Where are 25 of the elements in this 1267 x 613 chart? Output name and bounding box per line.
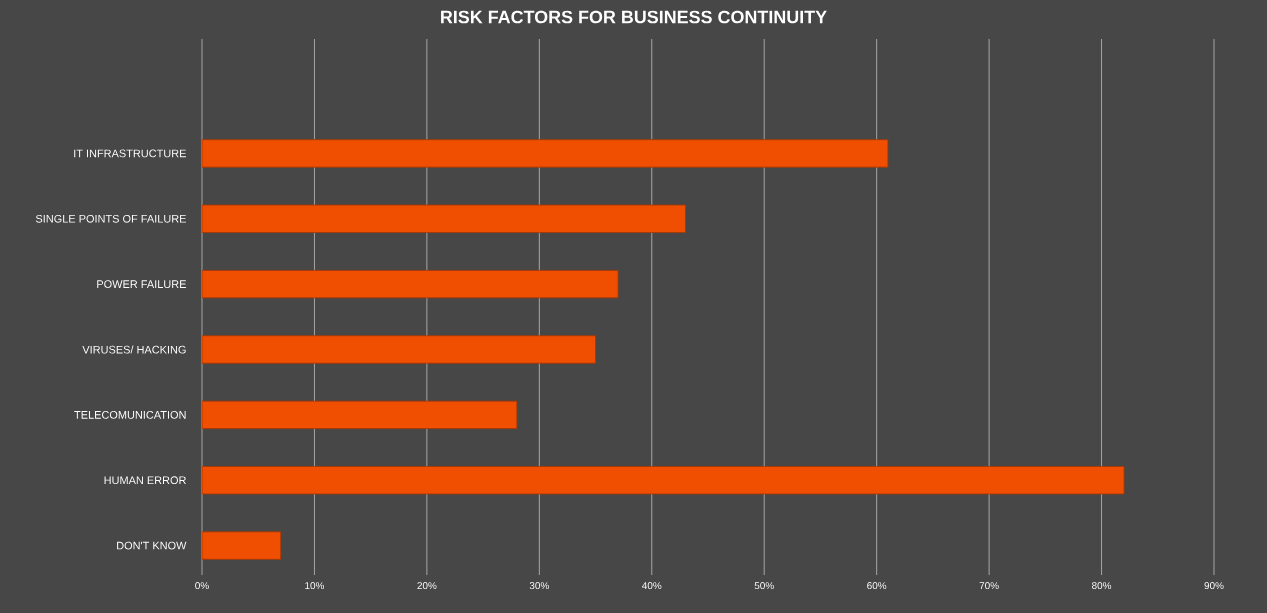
bar	[202, 531, 282, 560]
y-tick-label: DON'T KNOW	[117, 541, 187, 550]
x-tick-label: 0%	[195, 582, 209, 590]
y-tick-label: HUMAN ERROR	[104, 476, 186, 485]
x-tick-label: 10%	[305, 582, 325, 590]
x-tick-label: 50%	[754, 582, 774, 590]
y-tick-label: IT INFRASTRUCTURE	[74, 149, 186, 158]
chart-title: RISK FACTORS FOR BUSINESS CONTINUITY	[441, 10, 827, 24]
x-tick-label: 90%	[1204, 582, 1224, 590]
x-tick-label: 30%	[529, 582, 549, 590]
x-tick-label: 80%	[1092, 582, 1112, 590]
y-tick-label: POWER FAILURE	[97, 280, 186, 288]
bar	[202, 139, 889, 168]
bar	[202, 400, 518, 429]
bar	[202, 466, 1125, 495]
x-tick-label: 70%	[979, 582, 999, 590]
bar	[202, 335, 596, 364]
y-tick-label: TELECOMUNICATION	[74, 410, 186, 419]
bar	[202, 204, 686, 233]
y-tick-label: SINGLE POINTS OF FAILURE	[35, 214, 186, 223]
x-tick-label: 20%	[417, 582, 437, 590]
bar	[202, 270, 619, 299]
x-tick-label: 40%	[642, 582, 662, 590]
x-tick-label: 60%	[867, 582, 887, 590]
y-tick-label: VIRUSES/ HACKING	[82, 345, 186, 354]
